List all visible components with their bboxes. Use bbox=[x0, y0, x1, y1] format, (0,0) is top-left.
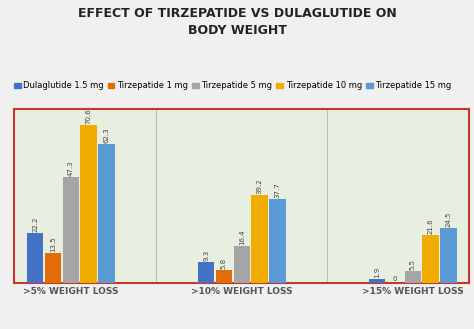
Text: 47.3: 47.3 bbox=[68, 161, 74, 176]
Bar bbox=[27, 233, 43, 283]
Text: 22.2: 22.2 bbox=[32, 217, 38, 232]
Text: 39.2: 39.2 bbox=[256, 179, 263, 194]
Text: 0: 0 bbox=[392, 276, 397, 282]
Bar bbox=[369, 279, 385, 283]
Text: 24.5: 24.5 bbox=[446, 212, 451, 227]
Text: 1.9: 1.9 bbox=[374, 266, 380, 278]
Bar bbox=[81, 125, 97, 283]
Bar bbox=[440, 228, 456, 283]
Bar bbox=[63, 177, 79, 283]
Bar bbox=[216, 270, 232, 283]
Bar bbox=[251, 195, 268, 283]
Text: 5.5: 5.5 bbox=[410, 259, 416, 269]
Text: 62.3: 62.3 bbox=[103, 127, 109, 142]
Bar bbox=[422, 235, 439, 283]
Text: 5.8: 5.8 bbox=[221, 258, 227, 269]
Bar bbox=[404, 271, 421, 283]
Text: 21.6: 21.6 bbox=[428, 218, 434, 234]
Bar bbox=[45, 253, 61, 283]
Text: 16.4: 16.4 bbox=[239, 230, 245, 245]
Text: 37.7: 37.7 bbox=[274, 182, 281, 197]
Text: 9.3: 9.3 bbox=[203, 250, 209, 261]
Text: 70.6: 70.6 bbox=[86, 108, 91, 124]
Bar bbox=[269, 199, 286, 283]
Bar bbox=[234, 246, 250, 283]
Text: EFFECT OF TIRZEPATIDE VS DULAGLUTIDE ON
BODY WEIGHT: EFFECT OF TIRZEPATIDE VS DULAGLUTIDE ON … bbox=[78, 7, 396, 37]
Legend: Dulaglutide 1.5 mg, Tirzepatide 1 mg, Tirzepatide 5 mg, Tirzepatide 10 mg, Tirze: Dulaglutide 1.5 mg, Tirzepatide 1 mg, Ti… bbox=[14, 81, 451, 90]
Bar bbox=[198, 262, 214, 283]
Bar bbox=[98, 144, 115, 283]
Text: 13.5: 13.5 bbox=[50, 236, 56, 252]
